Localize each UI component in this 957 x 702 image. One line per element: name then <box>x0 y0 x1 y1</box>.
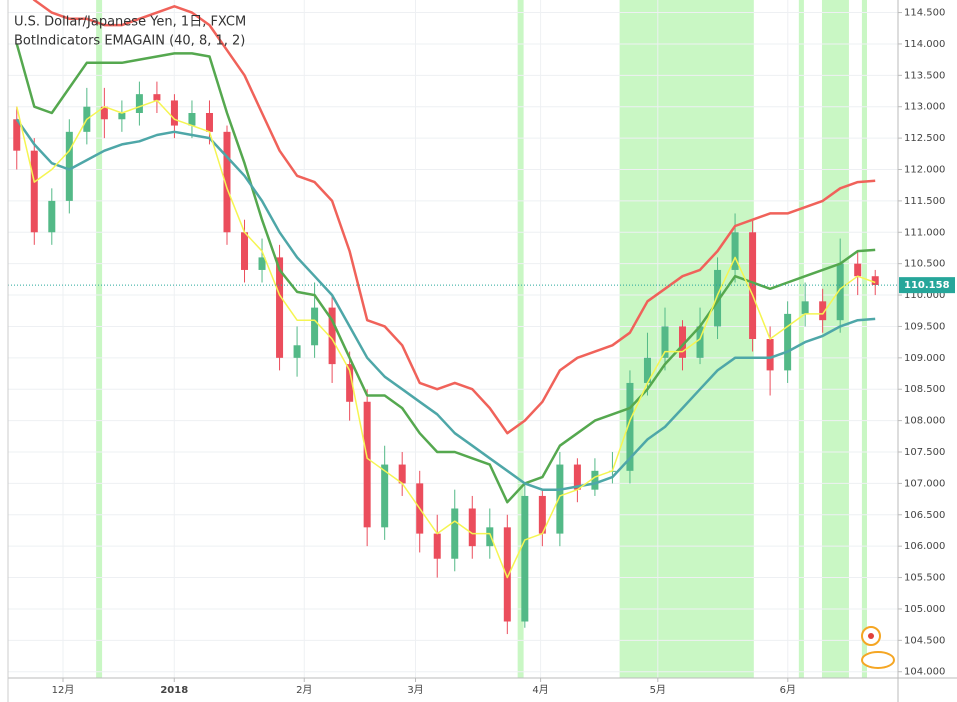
candle-body <box>836 263 844 321</box>
candle-body <box>135 94 143 113</box>
candle-body <box>258 257 266 270</box>
chart-title: U.S. Dollar/Japanese Yen, 1日, FXCM <box>14 15 246 30</box>
highlight-band <box>821 0 849 678</box>
highlight-band <box>96 0 103 678</box>
candle-body <box>503 527 511 622</box>
candle-body <box>398 464 406 484</box>
x-tick-label: 12月 <box>52 684 75 696</box>
candle-body <box>381 464 389 528</box>
y-tick-label: 105.000 <box>904 604 945 615</box>
candle-body <box>188 113 196 126</box>
y-tick-label: 107.000 <box>904 478 945 489</box>
candle-body <box>30 150 38 233</box>
x-tick-label: 6月 <box>780 684 796 696</box>
candle-body <box>819 301 827 321</box>
y-tick-label: 111.500 <box>904 196 945 207</box>
y-tick-label: 108.000 <box>904 416 945 427</box>
y-tick-label: 112.000 <box>904 165 945 176</box>
y-tick-label: 114.500 <box>904 8 945 19</box>
candle-body <box>241 232 249 270</box>
y-tick-label: 114.000 <box>904 39 945 50</box>
candle-body <box>223 131 231 233</box>
y-tick-label: 106.000 <box>904 541 945 552</box>
indicator-title: BotIndicators EMAGAIN (40, 8, 1, 2) <box>14 34 245 49</box>
candle-body <box>626 382 634 471</box>
highlight-band <box>798 0 804 678</box>
candle-body <box>100 106 108 120</box>
candle-body <box>451 508 459 559</box>
candle-body <box>784 313 792 371</box>
y-tick-label: 104.000 <box>904 667 945 678</box>
candle-body <box>871 276 879 286</box>
last-price-label: 110.158 <box>904 280 950 291</box>
candle-body <box>661 326 669 358</box>
candle-body <box>276 257 284 358</box>
y-tick-label: 113.000 <box>904 102 945 113</box>
candle-body <box>714 269 722 327</box>
indicator-line <box>32 0 876 435</box>
candle-body <box>556 464 564 534</box>
candle-body <box>13 119 21 151</box>
candle-body <box>170 100 178 126</box>
candle-body <box>328 307 336 365</box>
y-tick-label: 108.500 <box>904 384 945 395</box>
y-tick-label: 110.500 <box>904 259 945 270</box>
y-tick-label: 104.500 <box>904 635 945 646</box>
indicator-line <box>15 43 876 504</box>
candle-body <box>205 113 213 132</box>
y-tick-label: 109.500 <box>904 321 945 332</box>
candle-body <box>468 508 476 547</box>
alert-icon-dot <box>868 633 874 639</box>
candle-body <box>363 401 371 528</box>
x-tick-label: 2月 <box>296 684 312 696</box>
candle-body <box>346 364 354 402</box>
candle-body <box>731 232 739 270</box>
indicator-line <box>15 118 876 491</box>
candle-body <box>854 263 862 277</box>
candle-body <box>679 326 687 358</box>
candle-body <box>65 131 73 201</box>
x-tick-label: 2018 <box>160 685 188 696</box>
event-icon[interactable] <box>861 651 895 669</box>
y-tick-label: 112.500 <box>904 133 945 144</box>
candle-body <box>433 533 441 559</box>
indicator-line <box>16 99 876 579</box>
y-tick-label: 106.500 <box>904 510 945 521</box>
x-tick-label: 5月 <box>650 684 666 696</box>
y-tick-label: 109.000 <box>904 353 945 364</box>
y-tick-label: 110.000 <box>904 290 945 301</box>
candle-body <box>766 339 774 371</box>
highlight-band <box>861 0 867 678</box>
y-tick-label: 107.500 <box>904 447 945 458</box>
y-tick-label: 105.500 <box>904 573 945 584</box>
candle-body <box>118 113 126 120</box>
candle-body <box>749 232 757 339</box>
candle-body <box>643 357 651 383</box>
candle-body <box>293 345 301 358</box>
x-tick-label: 3月 <box>407 684 423 696</box>
y-tick-label: 111.000 <box>904 227 945 238</box>
candle-body <box>591 470 599 490</box>
candle-body <box>573 464 581 490</box>
candle-body <box>486 527 494 547</box>
candle-body <box>538 495 546 534</box>
last-price-box <box>899 277 955 294</box>
candle-body <box>311 307 319 346</box>
candle-body <box>696 326 704 358</box>
plot-area <box>8 0 898 678</box>
highlight-band <box>517 0 524 678</box>
x-tick-label: 4月 <box>532 684 548 696</box>
candle-body <box>48 200 56 233</box>
y-tick-label: 113.500 <box>904 70 945 81</box>
candle-body <box>153 94 161 101</box>
candle-body <box>521 495 529 622</box>
axes: 104.000 104.500 105.000 105.500 106.000 106.5… <box>52 8 955 696</box>
candle-body <box>801 301 809 314</box>
